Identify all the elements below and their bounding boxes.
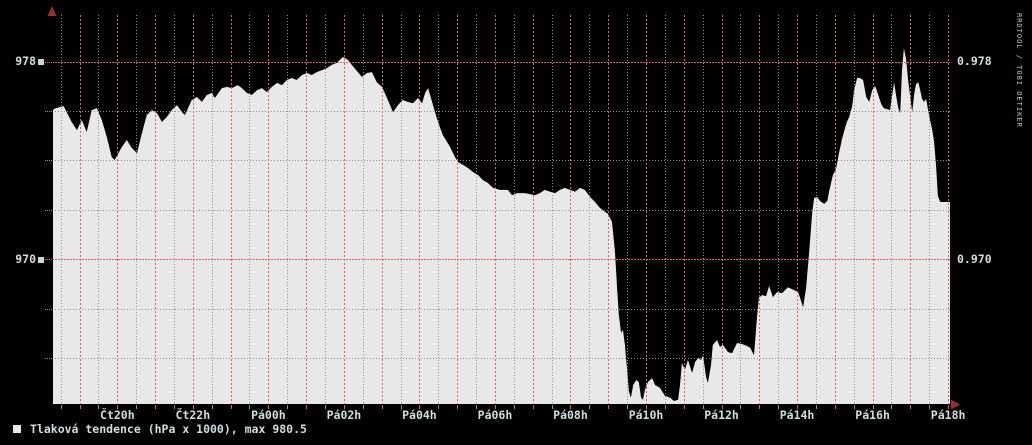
legend-label: Tlaková tendence (hPa x 1000), max 980.5	[30, 422, 307, 436]
x-axis-tick-label: Čt20h	[100, 408, 135, 422]
x-axis-tick-label: Pá02h	[326, 408, 362, 422]
x-axis-tick-label: Pá08h	[553, 408, 588, 422]
x-axis-tick-label: Pá12h	[704, 408, 739, 422]
x-axis-tick-label: Pá16h	[855, 408, 890, 422]
legend: Tlaková tendence (hPa x 1000), max 980.5	[13, 422, 307, 436]
x-axis-tick-label: Čt22h	[175, 408, 211, 422]
x-axis-tick-label: Pá00h	[251, 408, 286, 422]
x-axis-tick-label: Pá04h	[402, 408, 437, 422]
y-axis-label-left-970: 970	[15, 252, 36, 266]
x-axis-tick-label: Pá18h	[930, 408, 966, 422]
y-axis-marker-square-978	[38, 59, 44, 65]
x-axis-tick-label: Pá10h	[628, 408, 664, 422]
y-axis-label-right-970: 0.970	[957, 252, 992, 266]
y-axis-label-left-978: 978	[15, 54, 36, 68]
pressure-area-series	[52, 48, 950, 404]
y-axis-arrow	[47, 6, 57, 16]
y-axis-label-right-978: 0.978	[957, 54, 992, 68]
legend-swatch	[13, 425, 21, 433]
x-axis-arrow	[951, 399, 960, 410]
x-axis-tick-label: Pá06h	[477, 408, 513, 422]
x-axis-tick-label: Pá14h	[779, 408, 815, 422]
y-axis-marker-square-970	[38, 257, 44, 263]
rrdtool-watermark: RRDTOOL / TOBI OETIKER	[1015, 13, 1023, 128]
